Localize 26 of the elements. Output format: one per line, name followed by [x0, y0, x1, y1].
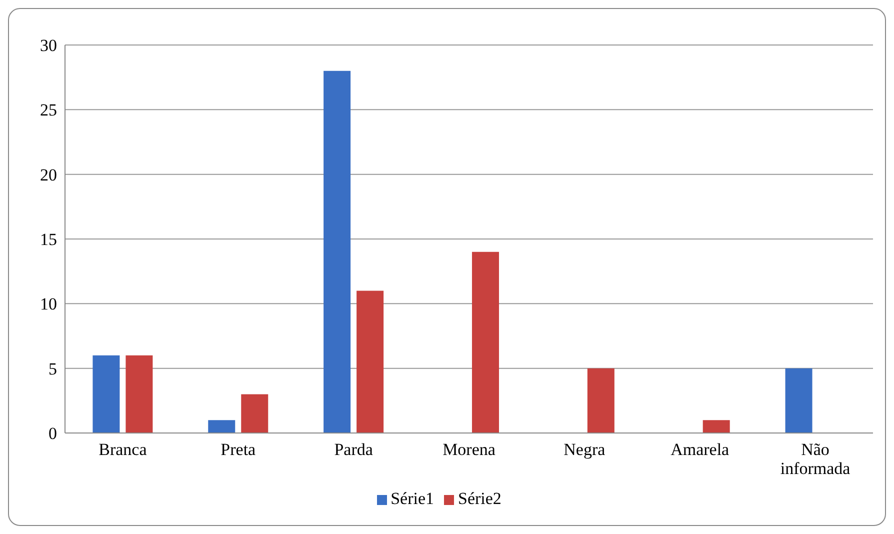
y-tick-label: 25 [40, 100, 57, 120]
legend-label: Série2 [458, 489, 502, 508]
x-tick-label: Negra [564, 440, 606, 459]
bar [785, 368, 812, 433]
legend-label: Série1 [390, 489, 434, 508]
bar [356, 290, 384, 433]
y-tick-label: 10 [40, 294, 57, 314]
bar [208, 420, 236, 433]
bar [324, 70, 351, 433]
x-tick-label: Parda [334, 440, 374, 459]
x-tick-label: Preta [220, 440, 256, 459]
y-tick-label: 30 [40, 36, 57, 56]
y-tick-label: 20 [40, 165, 57, 184]
x-tick-label: Não informada [780, 440, 851, 478]
bar [587, 368, 614, 433]
x-tick-label: Morena [442, 440, 496, 459]
x-tick-label: Amarela [670, 440, 730, 459]
x-tick-label: Branca [98, 440, 148, 459]
bar [126, 355, 153, 433]
bar [241, 394, 268, 433]
y-tick-label: 15 [40, 230, 57, 250]
y-tick-label: 0 [48, 424, 57, 444]
bar [702, 420, 730, 433]
bar [92, 355, 120, 433]
y-tick-label: 5 [48, 359, 57, 378]
bar [472, 252, 499, 433]
